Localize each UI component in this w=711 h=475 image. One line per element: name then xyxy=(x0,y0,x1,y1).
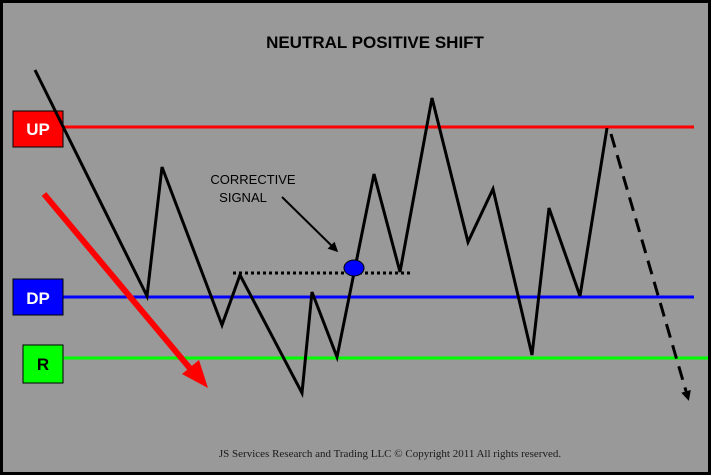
dp-label-box: DP xyxy=(12,278,64,316)
price-path xyxy=(33,69,609,399)
copyright-footer: JS Services Research and Trading LLC © C… xyxy=(219,448,561,460)
r-label-box: R xyxy=(22,344,64,384)
corrective-signal-marker xyxy=(343,259,365,277)
up-label-box: UP xyxy=(12,110,64,148)
annotation-line-1: CORRECTIVE xyxy=(210,172,296,187)
diagram-title: NEUTRAL POSITIVE SHIFT xyxy=(266,33,484,52)
diagram-background xyxy=(3,3,708,472)
r-label: R xyxy=(37,355,49,374)
projected-path-dashed xyxy=(609,133,691,401)
dp-label: DP xyxy=(26,289,50,308)
up-label: UP xyxy=(26,120,50,139)
annotation-line-2: SIGNAL xyxy=(219,190,267,205)
red-trend-arrow xyxy=(41,192,208,388)
annotation-pointer-arrow xyxy=(281,196,339,253)
